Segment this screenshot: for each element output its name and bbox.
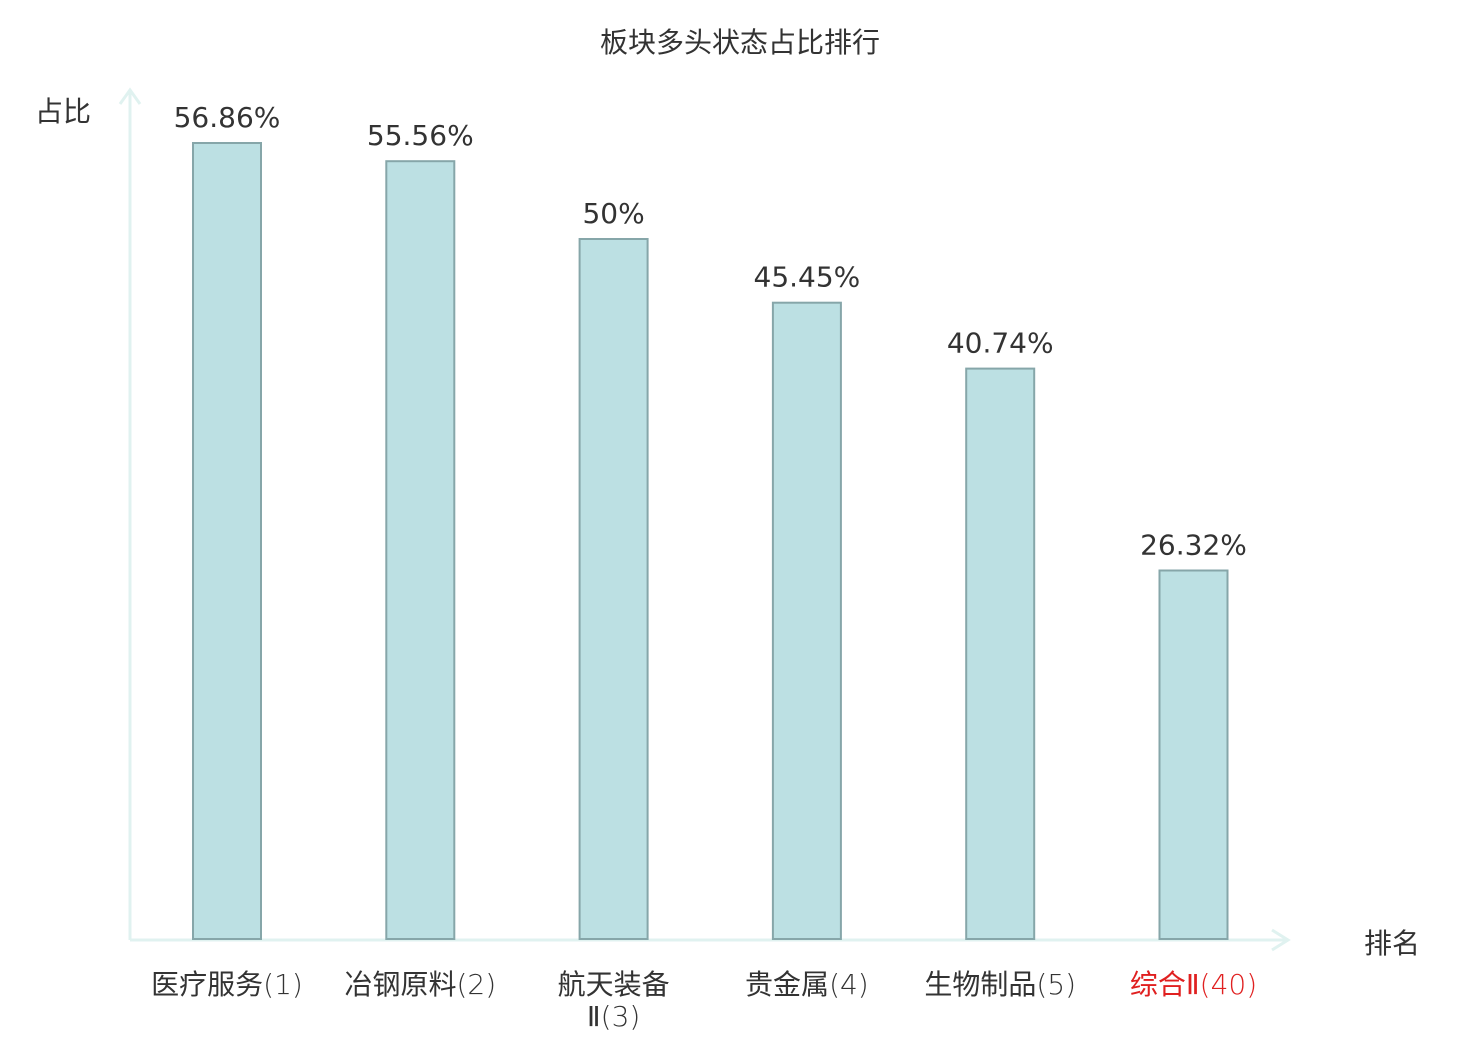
category-rank: (40) xyxy=(1200,968,1257,1001)
bars-layer xyxy=(192,142,1229,941)
chart-title: 板块多头状态占比排行 xyxy=(600,26,880,59)
category-rank: (1) xyxy=(263,968,303,1001)
category-label: 生物制品(5) xyxy=(924,968,1076,1001)
category-name: 医疗服务 xyxy=(151,968,263,1001)
category-name: 冶钢原料 xyxy=(344,968,456,1001)
bar xyxy=(965,367,1036,941)
y-axis-arrow xyxy=(118,87,142,105)
value-label: 50% xyxy=(582,197,644,230)
x-axis-label: 排名 xyxy=(1364,927,1420,960)
bar xyxy=(1158,569,1229,940)
value-label: 45.45% xyxy=(754,261,861,294)
value-label: 40.74% xyxy=(947,327,1054,360)
value-label: 56.86% xyxy=(174,101,281,134)
category-label: 冶钢原料(2) xyxy=(344,968,496,1001)
x-axis-arrow xyxy=(1271,928,1291,952)
category-name: 生物制品 xyxy=(924,968,1036,1001)
category-rank: (5) xyxy=(1036,968,1076,1001)
bar xyxy=(578,238,649,940)
category-label: 综合Ⅱ(40) xyxy=(1130,968,1257,1001)
category-name: 综合Ⅱ xyxy=(1130,968,1200,1001)
category-label: 贵金属(4) xyxy=(745,968,869,1001)
value-label: 26.32% xyxy=(1140,529,1247,562)
category-labels-layer: 医疗服务(1) 冶钢原料(2) 航天装备 Ⅱ(3)贵金属(4) 生物制品(5) 综合Ⅱ(4… xyxy=(151,968,1257,1033)
category-rank: (2) xyxy=(456,968,496,1001)
category-name-line2: Ⅱ xyxy=(587,1000,601,1033)
category-label: 医疗服务(1) xyxy=(151,968,303,1001)
category-rank: (4) xyxy=(829,968,869,1001)
category-name-line1: 航天装备 xyxy=(558,968,670,1001)
value-labels-layer: 56.86% 55.56% 50% 45.45% 40.74% 26.32% xyxy=(174,101,1247,562)
category-name: 贵金属 xyxy=(745,968,829,1001)
bar xyxy=(771,301,842,940)
category-label: 航天装备 Ⅱ(3) xyxy=(558,968,670,1033)
y-axis-label: 占比 xyxy=(35,95,91,128)
bar xyxy=(192,142,262,940)
value-label: 55.56% xyxy=(367,119,474,152)
bar xyxy=(385,160,456,940)
category-rank: (3) xyxy=(601,1000,641,1033)
